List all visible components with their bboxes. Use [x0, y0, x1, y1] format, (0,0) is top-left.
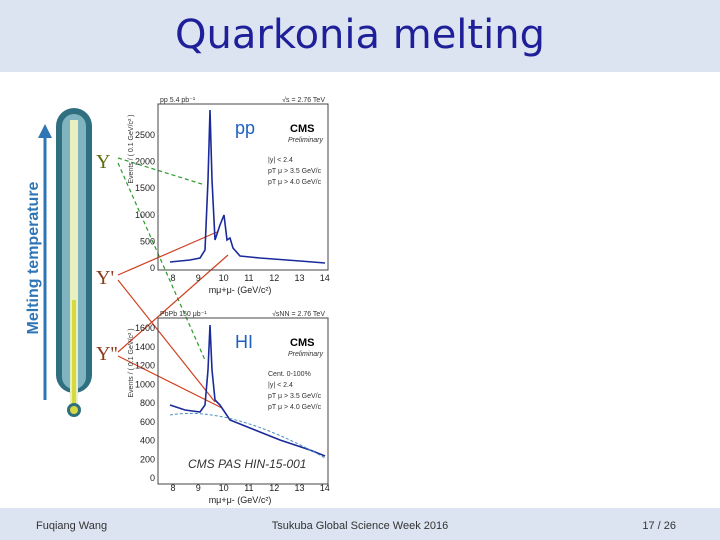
- x-tick-label: 9: [196, 273, 201, 283]
- y-tick-label: 200: [140, 454, 155, 464]
- y-tick-label: 0: [150, 263, 155, 273]
- cut-label: pT μ > 3.5 GeV/c: [268, 168, 322, 175]
- title-band: [0, 0, 720, 72]
- cut-label: pT μ > 4.0 GeV/c: [268, 179, 322, 186]
- status: Preliminary: [288, 351, 324, 358]
- footer-band: [0, 508, 720, 540]
- footer-event: Tsukuba Global Science Week 2016: [272, 520, 449, 532]
- x-tick-label: 14: [320, 273, 330, 283]
- x-tick-label: 11: [244, 273, 253, 283]
- cut-label: pT μ > 4.0 GeV/c: [268, 404, 322, 411]
- status: Preliminary: [288, 137, 324, 144]
- x-tick-label: 12: [269, 273, 279, 283]
- x-tick-label: 11: [244, 483, 253, 493]
- mass-spectrum: [169, 324, 326, 457]
- thermometer: [56, 108, 92, 417]
- x-axis-label: mμ+μ- (GeV/c²): [209, 495, 272, 505]
- y-tick-label: 500: [140, 236, 155, 246]
- y-tick-label: 1000: [135, 379, 155, 389]
- footer-page: 17 / 26: [642, 520, 676, 532]
- experiment: CMS: [290, 337, 314, 349]
- x-tick-label: 13: [294, 273, 304, 283]
- x-tick-label: 8: [170, 483, 175, 493]
- energy: √sNN = 2.76 TeV: [272, 310, 325, 318]
- lumi: PbPb 150 μb⁻¹: [160, 311, 207, 318]
- footer-author: Fuqiang Wang: [36, 520, 107, 532]
- axis-label: Melting temperature: [25, 181, 42, 334]
- background-fit: [169, 412, 326, 459]
- cut-label: Cent. 0-100%: [268, 371, 311, 378]
- state-label: Υ': [96, 267, 114, 289]
- y-tick-label: 1400: [135, 342, 155, 352]
- system-label: HI: [235, 332, 253, 352]
- x-tick-label: 14: [320, 483, 330, 493]
- x-tick-label: 10: [219, 273, 229, 283]
- y-tick-label: 800: [140, 398, 155, 408]
- mass-spectrum: [169, 109, 326, 264]
- arrows: [117, 157, 229, 409]
- y-tick-label: 0: [150, 473, 155, 483]
- x-tick-label: 8: [170, 273, 175, 283]
- arrow-head: [38, 124, 52, 138]
- system-label: pp: [235, 118, 255, 138]
- plot-frame: [157, 317, 329, 485]
- y-tick-label: 1500: [135, 183, 155, 193]
- y-tick-label: 400: [140, 436, 155, 446]
- y-tick-label: 600: [140, 417, 155, 427]
- energy: √s = 2.76 TeV: [282, 96, 325, 104]
- state-label: Υ: [96, 151, 110, 173]
- x-tick-label: 12: [269, 483, 279, 493]
- y-tick-label: 2000: [135, 157, 155, 167]
- x-tick-label: 10: [219, 483, 229, 493]
- plot-frame: [157, 103, 329, 271]
- x-tick-label: 9: [196, 483, 201, 493]
- x-axis-label: mμ+μ- (GeV/c²): [209, 285, 272, 295]
- cut-label: |y| < 2.4: [268, 157, 293, 164]
- y-tick-label: 1200: [135, 361, 155, 371]
- y-tick-label: 2500: [135, 130, 155, 140]
- note: CMS PAS HIN-15-001: [188, 457, 306, 471]
- cut-label: |y| < 2.4: [268, 382, 293, 389]
- cut-label: pT μ > 3.5 GeV/c: [268, 393, 322, 400]
- slide-title: Quarkonia melting: [175, 12, 545, 58]
- x-tick-label: 13: [294, 483, 304, 493]
- lumi: pp 5.4 pb⁻¹: [160, 97, 196, 104]
- experiment: CMS: [290, 123, 314, 135]
- state-label: Υ'': [96, 343, 118, 365]
- y-tick-label: 1600: [135, 323, 155, 333]
- y-tick-label: 1000: [135, 210, 155, 220]
- y-axis-label: Events / ( 0.1 GeV/c² ): [128, 328, 135, 397]
- y-axis-label: Events / ( 0.1 GeV/c² ): [128, 114, 135, 183]
